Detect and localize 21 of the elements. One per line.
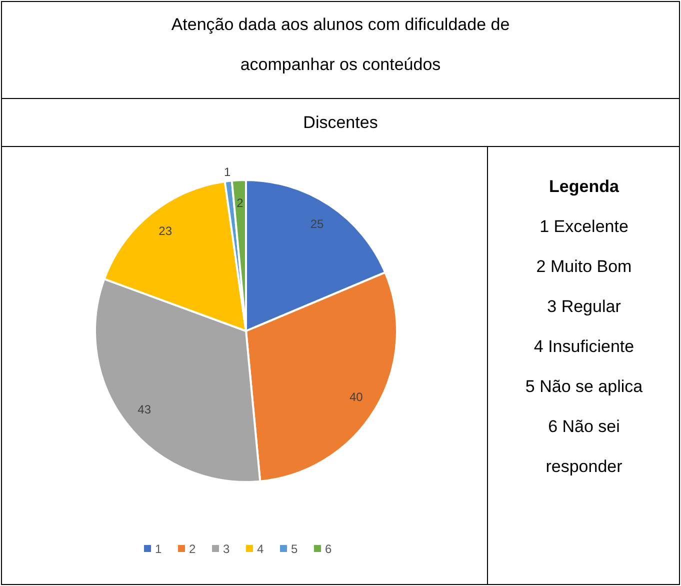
text: Legenda: [549, 177, 620, 196]
legend-label: 1: [155, 542, 162, 556]
chart-subtitle: Discentes: [303, 113, 378, 132]
text: 5 Não se aplica: [525, 377, 644, 396]
legend-label: 5: [291, 542, 298, 556]
data-label: 23: [158, 224, 172, 238]
legend-label: 3: [223, 542, 230, 556]
text: 4 Insuficiente: [534, 337, 634, 356]
text: 2 Muito Bom: [536, 257, 632, 276]
legend-label: 6: [325, 542, 332, 556]
chart-title: Atenção dada aos alunos com dificuldade de acompanhar os conteúdos: [171, 15, 510, 74]
data-label: 25: [310, 217, 324, 232]
data-label: 1: [224, 165, 231, 180]
text: 6 Não sei responder: [546, 417, 622, 476]
legend-label: 4: [257, 542, 264, 556]
data-label: 40: [349, 390, 364, 404]
data-label: 2: [236, 196, 244, 210]
text: 3 Regular: [547, 297, 622, 316]
text: 1 Excelente: [540, 217, 628, 236]
data-label: 43: [138, 402, 152, 416]
legend-label: 2: [189, 542, 196, 556]
